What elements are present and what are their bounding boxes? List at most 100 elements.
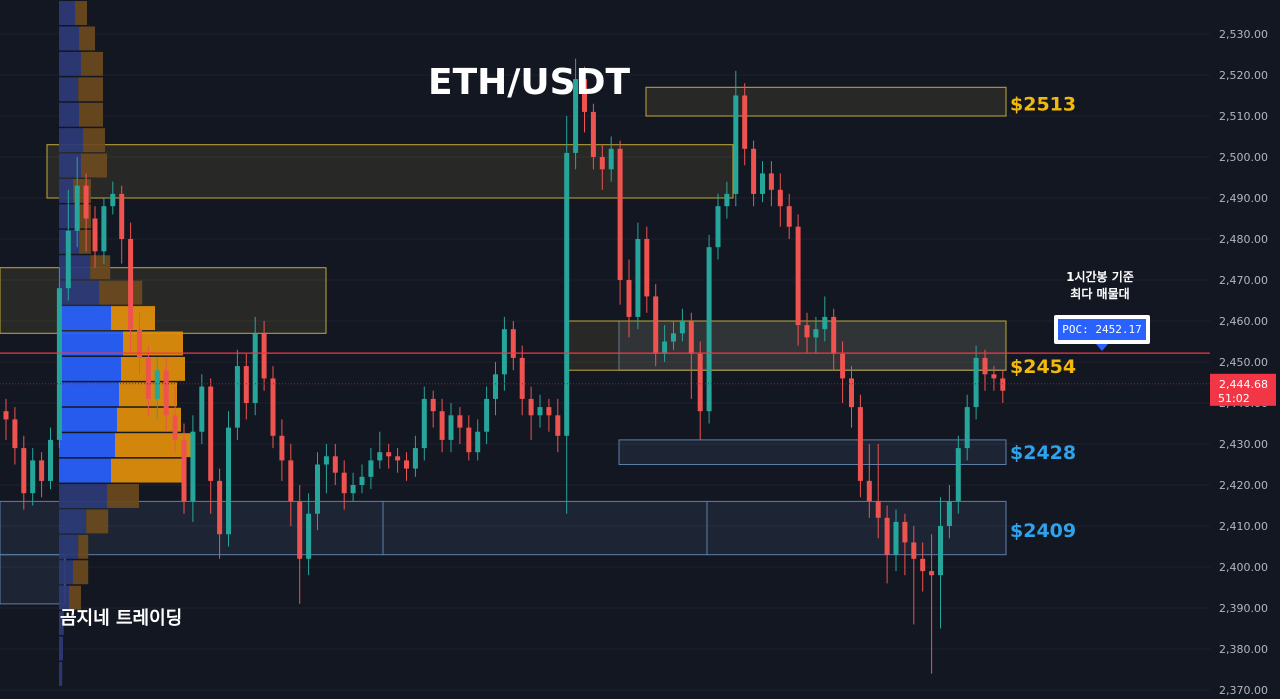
profile-up-bar xyxy=(59,636,63,661)
profile-up-bar xyxy=(59,255,91,280)
candle-body xyxy=(39,460,45,481)
candle-body xyxy=(911,542,917,559)
candle-body xyxy=(831,316,837,354)
candle-body xyxy=(653,296,659,354)
candle-body xyxy=(208,386,214,481)
y-tick-label: 2,420.00 xyxy=(1219,479,1268,492)
zone-box xyxy=(618,439,1007,465)
candle-body xyxy=(635,239,641,317)
candle-body xyxy=(884,517,890,555)
candle-body xyxy=(964,407,970,449)
profile-up-bar xyxy=(59,179,73,203)
profile-down-bar xyxy=(107,484,139,508)
candle-body xyxy=(537,407,543,416)
profile-up-bar xyxy=(59,484,107,508)
price-badge-value: 2,444.68 xyxy=(1219,378,1268,391)
candle-body xyxy=(65,230,71,289)
candle-body xyxy=(849,378,854,408)
candle-body xyxy=(528,398,534,416)
candle-body xyxy=(323,456,329,465)
profile-up-bar xyxy=(59,560,73,585)
candle-body xyxy=(279,435,285,461)
candle-body xyxy=(243,366,249,403)
candle-body xyxy=(875,501,881,518)
candle-body xyxy=(359,476,365,485)
profile-up-bar xyxy=(59,509,87,534)
candle-body xyxy=(760,173,765,194)
profile-up-bar xyxy=(59,128,83,153)
candle-body xyxy=(484,398,490,432)
candle-body xyxy=(377,452,383,461)
candle-body xyxy=(261,333,267,379)
candle-body xyxy=(404,460,409,469)
volume-profile xyxy=(59,1,195,686)
candle-body xyxy=(715,206,721,248)
candle-body xyxy=(181,439,187,502)
candle-body xyxy=(154,370,160,399)
candle-body xyxy=(795,226,801,326)
candle-body xyxy=(938,526,943,576)
profile-down-bar xyxy=(123,331,183,356)
y-tick-label: 2,460.00 xyxy=(1219,315,1268,328)
candle-body xyxy=(742,95,748,149)
profile-up-bar xyxy=(59,661,63,686)
y-tick-label: 2,490.00 xyxy=(1219,192,1268,205)
level-label: $2428 xyxy=(1010,442,1076,464)
profile-down-bar xyxy=(73,560,89,585)
candle-body xyxy=(840,353,846,379)
zone-box xyxy=(565,320,1007,371)
profile-down-bar xyxy=(99,280,143,305)
candle-body xyxy=(982,357,988,375)
profile-up-bar xyxy=(59,306,111,331)
y-tick-label: 2,450.00 xyxy=(1219,356,1268,369)
level-label: $2409 xyxy=(1010,520,1076,542)
profile-down-bar xyxy=(75,1,87,25)
zone-box xyxy=(382,500,708,556)
candle-body xyxy=(297,501,303,559)
profile-up-bar xyxy=(59,51,81,76)
profile-up-bar xyxy=(59,102,79,127)
candle-body xyxy=(421,398,427,449)
candle-body xyxy=(724,193,730,207)
price-axis[interactable]: 2,530.00 2,520.00 2,510.00 2,500.00 2,490.00… xyxy=(1210,28,1276,697)
candle-body xyxy=(751,148,757,194)
profile-up-bar xyxy=(59,407,117,432)
profile-up-bar xyxy=(59,356,121,381)
candle-body xyxy=(573,79,579,153)
candle-body xyxy=(662,341,668,354)
candle-body xyxy=(929,571,935,576)
candle-body xyxy=(893,521,899,555)
y-tick-label: 2,500.00 xyxy=(1219,151,1268,164)
zone-box xyxy=(706,500,1007,556)
candle-body xyxy=(448,415,454,440)
profile-up-bar xyxy=(59,77,79,102)
candle-body xyxy=(617,148,623,280)
profile-down-bar xyxy=(79,26,95,51)
profile-down-bar xyxy=(117,407,181,432)
candle-body xyxy=(128,239,134,330)
candle-body xyxy=(644,239,650,297)
candle-body xyxy=(955,448,961,502)
candle-body xyxy=(21,448,27,494)
candle-body xyxy=(119,193,125,239)
candle-body xyxy=(315,464,320,514)
y-tick-label: 2,510.00 xyxy=(1219,110,1268,123)
profile-up-bar xyxy=(59,1,75,25)
poc-label-bg xyxy=(1058,319,1146,340)
candle-body xyxy=(1000,378,1006,391)
zone-box xyxy=(46,144,734,199)
profile-up-bar xyxy=(59,153,81,178)
profile-up-bar xyxy=(59,433,115,458)
candle-body xyxy=(288,460,294,502)
candle-body xyxy=(786,206,792,227)
candle-body xyxy=(688,321,694,354)
candle-body xyxy=(430,398,436,412)
chart-title: ETH/USDT xyxy=(428,62,630,103)
candle-body xyxy=(341,472,347,494)
candle-body xyxy=(475,431,481,453)
annotation-line-2: 최다 매물대 xyxy=(1070,286,1129,301)
candle-body xyxy=(83,185,89,219)
candles xyxy=(3,58,1006,674)
